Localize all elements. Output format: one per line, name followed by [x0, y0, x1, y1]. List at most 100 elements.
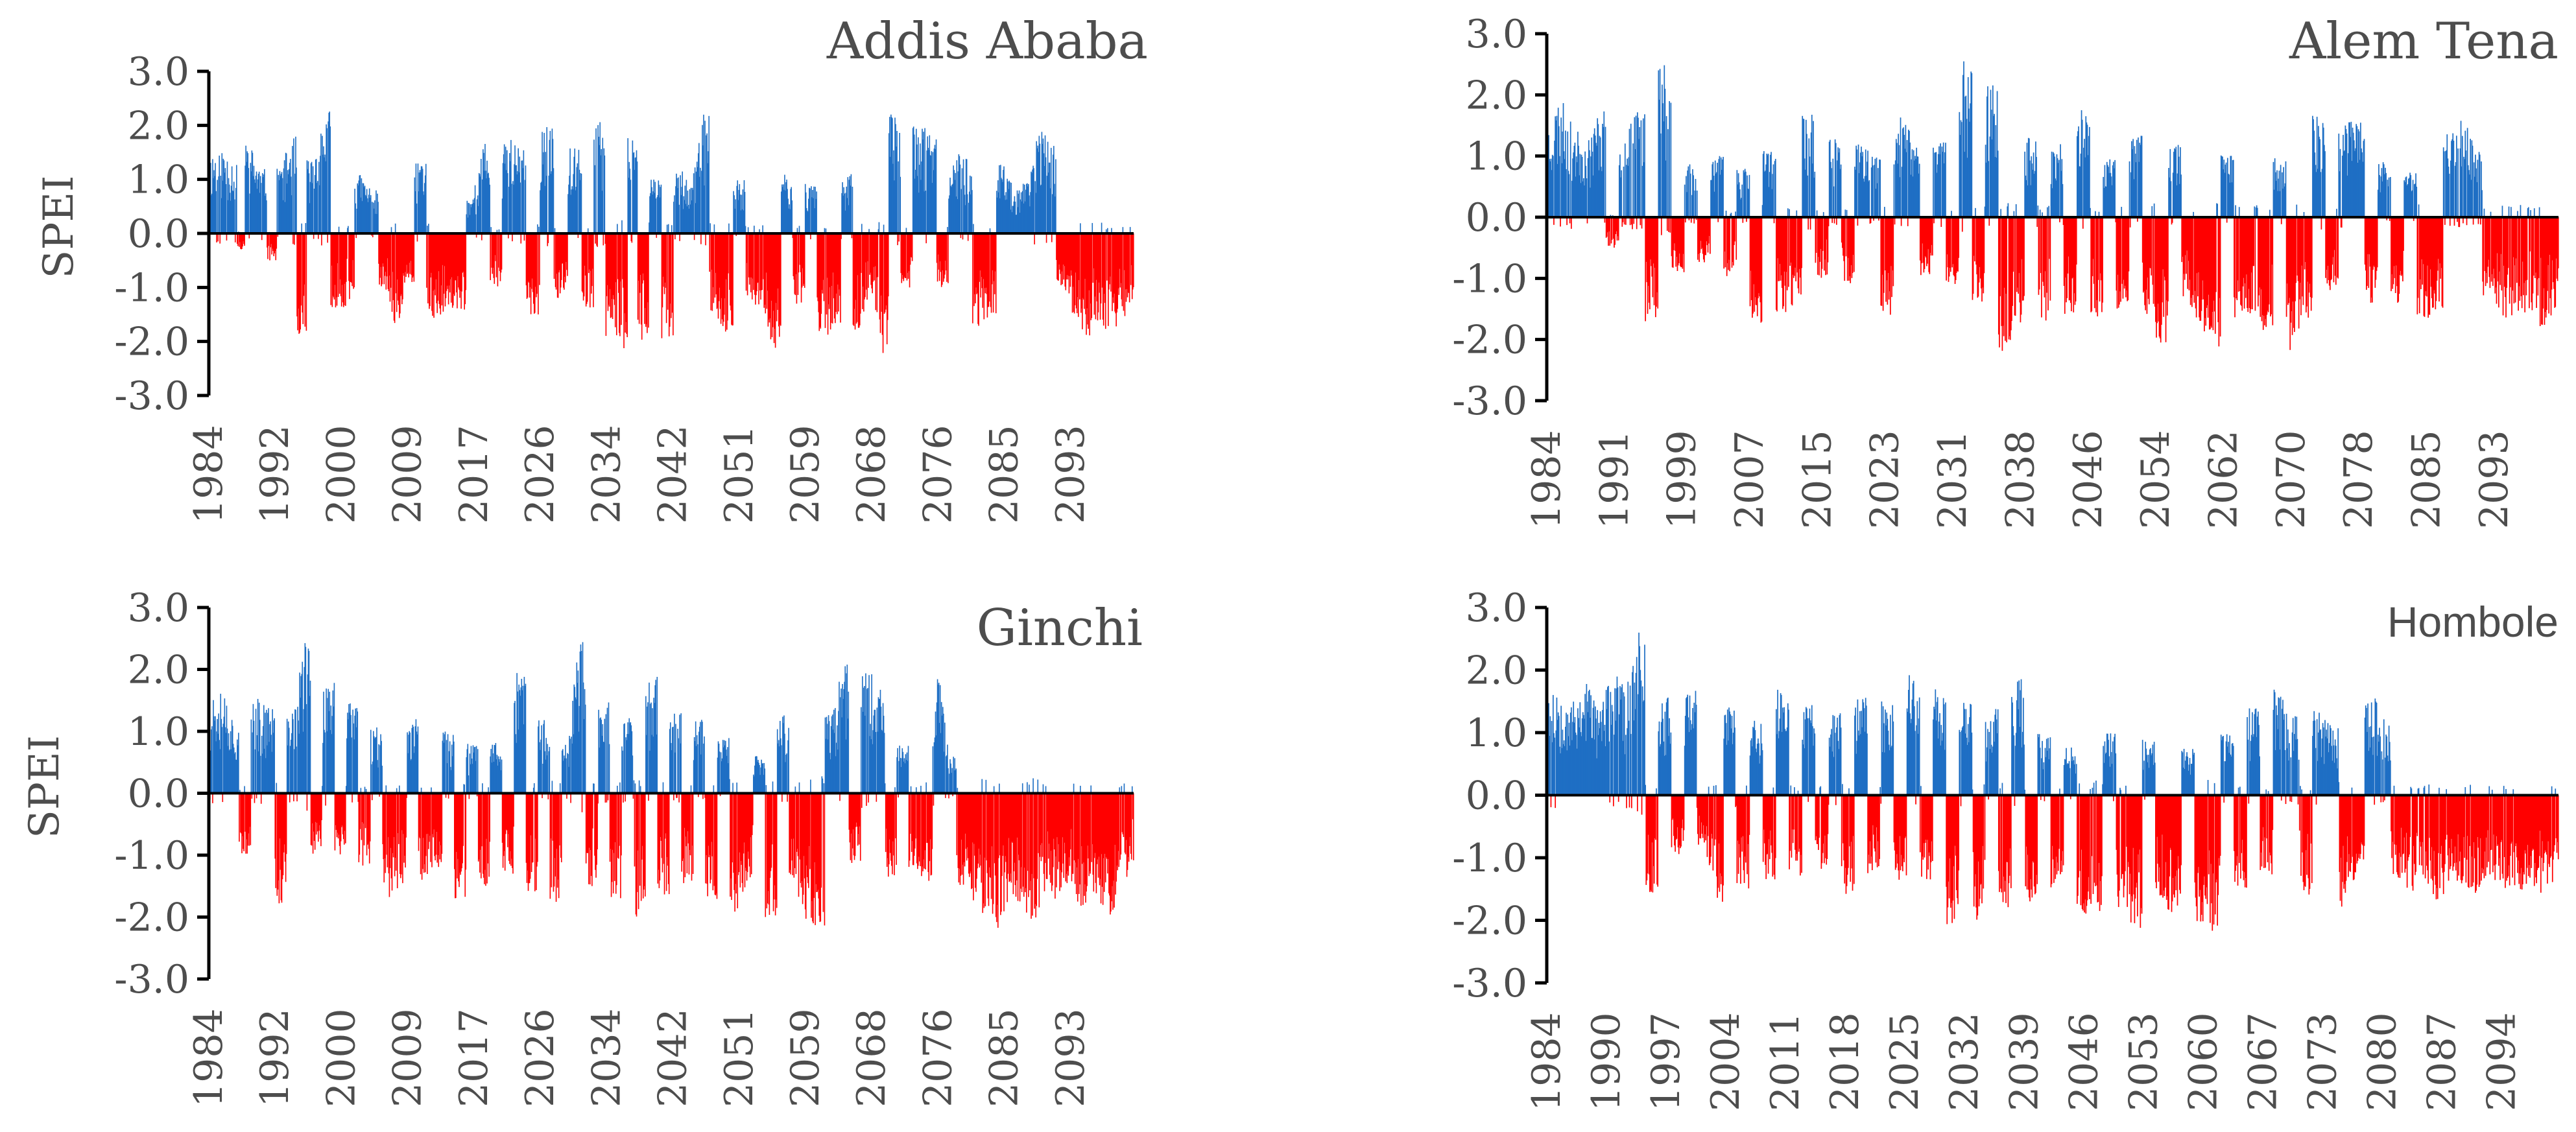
spei-bar — [2076, 136, 2078, 217]
spei-bar — [1870, 795, 1872, 864]
spei-bar — [1593, 128, 1595, 217]
spei-bar — [2332, 217, 2334, 257]
spei-bar — [1604, 126, 1606, 217]
spei-bar — [766, 233, 768, 309]
spei-bar — [724, 233, 726, 299]
spei-bar — [457, 793, 459, 859]
spei-bar — [2153, 203, 2155, 217]
spei-bar — [626, 734, 628, 794]
spei-bar — [1828, 141, 1830, 217]
spei-bar — [1061, 793, 1062, 873]
spei-bar — [262, 725, 264, 794]
spei-bar — [523, 150, 525, 233]
spei-bar — [553, 793, 555, 892]
spei-bar — [480, 158, 482, 233]
spei-bar — [658, 793, 660, 870]
spei-bar — [1846, 795, 1848, 886]
spei-bar — [2308, 217, 2310, 293]
spei-bar — [278, 793, 280, 904]
y-tick-label: 2.0 — [128, 648, 189, 693]
x-tick-label: 1984 — [1524, 430, 1569, 529]
spei-bar — [487, 174, 488, 233]
spei-bar — [745, 226, 746, 233]
spei-bar — [2237, 217, 2239, 292]
spei-bar — [2051, 795, 2053, 846]
spei-bar — [1121, 786, 1123, 794]
spei-bar — [491, 762, 492, 794]
spei-bar — [2457, 217, 2458, 222]
spei-bar — [359, 175, 361, 233]
spei-bar — [1026, 793, 1027, 913]
spei-bar — [2258, 217, 2260, 296]
spei-bar — [1967, 724, 1969, 796]
spei-bar — [600, 717, 602, 794]
spei-bar — [379, 233, 381, 278]
spei-bar — [2280, 165, 2282, 217]
spei-bar — [1846, 217, 1848, 281]
spei-bar — [1614, 735, 1615, 796]
spei-bar — [672, 727, 673, 794]
spei-bar — [352, 233, 353, 261]
y-tick-label: 1.0 — [128, 158, 189, 203]
spei-bar — [1647, 795, 1649, 835]
spei-bar — [2214, 217, 2216, 334]
spei-bar — [1592, 707, 1594, 796]
spei-bar — [447, 734, 449, 794]
spei-bar — [383, 233, 385, 267]
spei-bar — [594, 165, 595, 233]
spei-bar — [2300, 217, 2301, 283]
spei-bar — [283, 793, 285, 853]
spei-bar — [1763, 795, 1765, 830]
spei-bar — [2376, 217, 2378, 268]
spei-bar — [2464, 159, 2466, 217]
spei-bar — [331, 734, 333, 794]
spei-bar — [1928, 217, 1930, 272]
spei-bar — [874, 233, 876, 266]
spei-bar — [383, 793, 385, 883]
spei-bar — [768, 793, 770, 905]
spei-bar — [1868, 795, 1870, 855]
spei-bar — [266, 709, 267, 794]
spei-bar — [853, 793, 855, 856]
spei-bar — [1118, 793, 1120, 867]
spei-bar — [564, 758, 566, 794]
spei-bar — [482, 783, 483, 794]
spei-bar — [412, 724, 414, 794]
spei-bar — [1066, 233, 1068, 276]
spei-bar — [1762, 154, 1764, 217]
spei-bar — [879, 699, 881, 794]
spei-bar — [1769, 172, 1771, 217]
spei-bar — [1937, 738, 1939, 796]
spei-bar — [1604, 217, 1606, 223]
spei-bar — [387, 793, 388, 867]
spei-bar — [1570, 707, 1572, 796]
spei-bar — [1113, 793, 1114, 881]
spei-bar — [1813, 121, 1814, 217]
spei-bar — [1979, 795, 1981, 885]
spei-bar — [1680, 795, 1681, 849]
spei-bar — [728, 223, 730, 233]
spei-bar — [356, 708, 358, 794]
spei-bar — [1835, 143, 1837, 217]
spei-bar — [957, 171, 959, 233]
spei-bar — [1067, 793, 1069, 876]
spei-bar — [1065, 233, 1067, 290]
spei-bar — [912, 793, 914, 866]
spei-bar — [385, 785, 387, 794]
x-tick-label: 2046 — [2066, 430, 2111, 529]
spei-bar — [574, 687, 576, 794]
spei-bar — [2312, 115, 2313, 217]
spei-bar — [435, 793, 436, 855]
spei-bar — [2135, 162, 2137, 217]
spei-bar — [2038, 217, 2040, 290]
spei-bar — [467, 744, 469, 794]
spei-bar — [2223, 159, 2225, 217]
spei-bar — [376, 214, 377, 233]
spei-bar — [324, 732, 326, 794]
spei-bar — [1031, 793, 1032, 919]
spei-bar — [942, 233, 944, 282]
spei-bar — [552, 793, 554, 841]
spei-bar — [993, 786, 995, 794]
spei-bar — [245, 793, 246, 854]
